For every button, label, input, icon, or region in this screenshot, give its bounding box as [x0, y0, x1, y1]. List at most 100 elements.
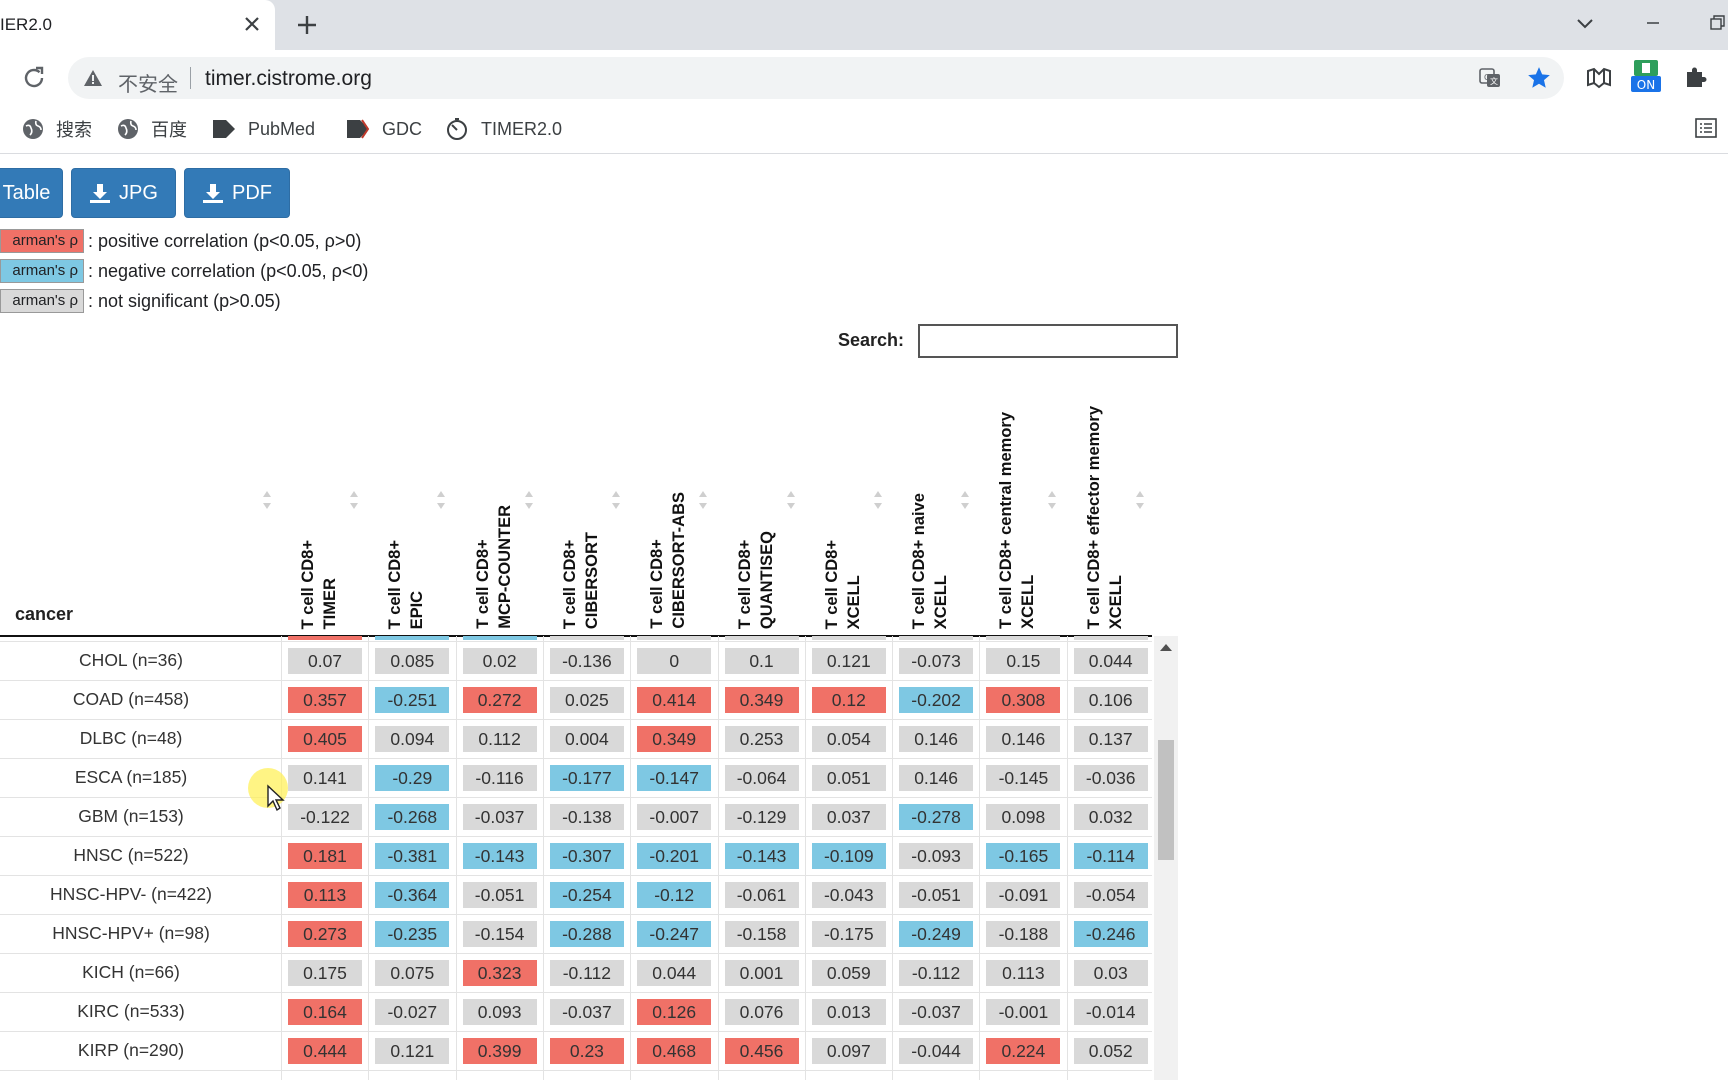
correlation-cell[interactable]: -0.246 [1073, 921, 1148, 947]
correlation-cell[interactable]: 0.1 [724, 648, 799, 674]
column-header[interactable]: T cell CD8+ central memory XCELL [995, 412, 1039, 629]
correlation-cell[interactable]: -0.112 [899, 960, 974, 986]
chevron-down-icon[interactable] [1572, 10, 1598, 36]
correlation-cell[interactable]: -0.249 [899, 921, 974, 947]
correlation-cell[interactable]: 0.037 [811, 804, 886, 830]
correlation-cell[interactable]: 0.051 [811, 765, 886, 791]
correlation-cell[interactable]: 0.405 [288, 726, 362, 752]
correlation-cell[interactable]: 0.121 [375, 1038, 450, 1064]
correlation-cell[interactable]: -0.061 [724, 882, 799, 908]
minimize-icon[interactable] [1640, 10, 1666, 36]
bookmark-gdc[interactable]: GDC [346, 113, 422, 145]
correlation-cell[interactable]: 0.001 [724, 960, 799, 986]
column-header[interactable]: T cell CD8+ naive XCELL [908, 493, 952, 629]
sort-icon[interactable] [610, 488, 622, 512]
close-tab-icon[interactable] [240, 12, 264, 36]
correlation-cell[interactable]: -0.29 [375, 765, 450, 791]
correlation-cell[interactable]: -0.043 [811, 882, 886, 908]
active-tab[interactable]: IER2.0 [0, 0, 275, 50]
column-header[interactable]: T cell CD8+ XCELL [821, 540, 865, 629]
correlation-cell[interactable]: 0.075 [375, 960, 450, 986]
correlation-cell[interactable]: -0.364 [375, 882, 450, 908]
download-pdf-button[interactable]: PDF [184, 168, 290, 218]
correlation-cell[interactable]: 0.059 [811, 960, 886, 986]
correlation-cell[interactable]: 0.121 [811, 648, 886, 674]
correlation-cell[interactable]: -0.073 [899, 648, 974, 674]
reading-list-icon[interactable] [1694, 116, 1718, 140]
download-table-button[interactable]: Table [0, 168, 63, 218]
column-header[interactable]: T cell CD8+ effector memory XCELL [1083, 406, 1127, 629]
correlation-cell[interactable]: -0.154 [462, 921, 537, 947]
new-tab-icon[interactable] [294, 12, 320, 38]
correlation-cell[interactable]: 0.164 [288, 999, 362, 1025]
reload-icon[interactable] [20, 64, 48, 92]
restore-window-icon[interactable] [1705, 10, 1728, 36]
extension-on-icon[interactable]: ON [1630, 58, 1662, 94]
correlation-cell[interactable]: -0.027 [375, 999, 450, 1025]
correlation-cell[interactable]: 0.113 [288, 882, 362, 908]
bookmark-star-icon[interactable] [1526, 65, 1552, 91]
correlation-cell[interactable]: -0.114 [1073, 843, 1148, 869]
correlation-cell[interactable]: -0.007 [637, 804, 712, 830]
correlation-cell[interactable]: -0.129 [724, 804, 799, 830]
correlation-cell[interactable]: 0.085 [375, 648, 450, 674]
correlation-cell[interactable]: 0.146 [986, 726, 1061, 752]
column-header[interactable]: T cell CD8+ EPIC [384, 540, 428, 629]
bookmark-timer[interactable]: TIMER2.0 [445, 113, 562, 145]
correlation-cell[interactable]: -0.278 [899, 804, 974, 830]
correlation-cell[interactable]: -0.145 [986, 765, 1061, 791]
column-header[interactable]: T cell CD8+ CIBERSORT [559, 532, 603, 629]
correlation-cell[interactable]: 0.23 [549, 1038, 624, 1064]
warning-icon[interactable] [82, 67, 104, 89]
correlation-cell[interactable]: -0.307 [549, 843, 624, 869]
sort-icon[interactable] [261, 488, 273, 512]
correlation-cell[interactable]: 0.113 [986, 960, 1061, 986]
correlation-cell[interactable]: 0.181 [288, 843, 362, 869]
correlation-cell[interactable]: 0.349 [724, 687, 799, 713]
correlation-cell[interactable]: -0.112 [549, 960, 624, 986]
correlation-cell[interactable]: 0.146 [899, 726, 974, 752]
correlation-cell[interactable]: -0.044 [899, 1038, 974, 1064]
correlation-cell[interactable]: -0.188 [986, 921, 1061, 947]
correlation-cell[interactable]: 0.414 [637, 687, 712, 713]
correlation-cell[interactable]: 0.032 [1073, 804, 1148, 830]
sort-icon[interactable] [1134, 488, 1146, 512]
correlation-cell[interactable]: 0.272 [462, 687, 537, 713]
extension-icon[interactable] [1585, 63, 1613, 91]
correlation-cell[interactable]: -0.036 [1073, 765, 1148, 791]
sort-icon[interactable] [1046, 488, 1058, 512]
correlation-cell[interactable]: -0.122 [288, 804, 362, 830]
correlation-cell[interactable]: 0.15 [986, 648, 1061, 674]
correlation-cell[interactable]: -0.091 [986, 882, 1061, 908]
correlation-cell[interactable]: -0.037 [549, 999, 624, 1025]
correlation-cell[interactable]: 0.076 [724, 999, 799, 1025]
correlation-cell[interactable]: 0 [637, 648, 712, 674]
correlation-cell[interactable]: -0.051 [899, 882, 974, 908]
correlation-cell[interactable]: -0.288 [549, 921, 624, 947]
correlation-cell[interactable]: 0.273 [288, 921, 362, 947]
correlation-cell[interactable]: 0.399 [462, 1038, 537, 1064]
correlation-cell[interactable]: 0.098 [986, 804, 1061, 830]
correlation-cell[interactable]: -0.12 [637, 882, 712, 908]
bookmark-baidu[interactable]: 百度 [117, 113, 187, 145]
correlation-cell[interactable]: -0.014 [1073, 999, 1148, 1025]
sort-icon[interactable] [959, 488, 971, 512]
correlation-cell[interactable]: -0.143 [724, 843, 799, 869]
sort-icon[interactable] [348, 488, 360, 512]
correlation-cell[interactable]: 0.025 [549, 687, 624, 713]
correlation-cell[interactable]: 0.07 [288, 648, 362, 674]
correlation-cell[interactable]: -0.251 [375, 687, 450, 713]
correlation-cell[interactable]: 0.02 [462, 648, 537, 674]
correlation-cell[interactable]: 0.308 [986, 687, 1061, 713]
correlation-cell[interactable]: 0.349 [637, 726, 712, 752]
correlation-cell[interactable]: -0.175 [811, 921, 886, 947]
correlation-cell[interactable]: 0.12 [811, 687, 886, 713]
correlation-cell[interactable]: 0.03 [1073, 960, 1148, 986]
correlation-cell[interactable]: -0.147 [637, 765, 712, 791]
correlation-cell[interactable]: -0.109 [811, 843, 886, 869]
correlation-cell[interactable]: 0.126 [637, 999, 712, 1025]
correlation-cell[interactable]: 0.323 [462, 960, 537, 986]
correlation-cell[interactable]: -0.165 [986, 843, 1061, 869]
correlation-cell[interactable]: 0.357 [288, 687, 362, 713]
